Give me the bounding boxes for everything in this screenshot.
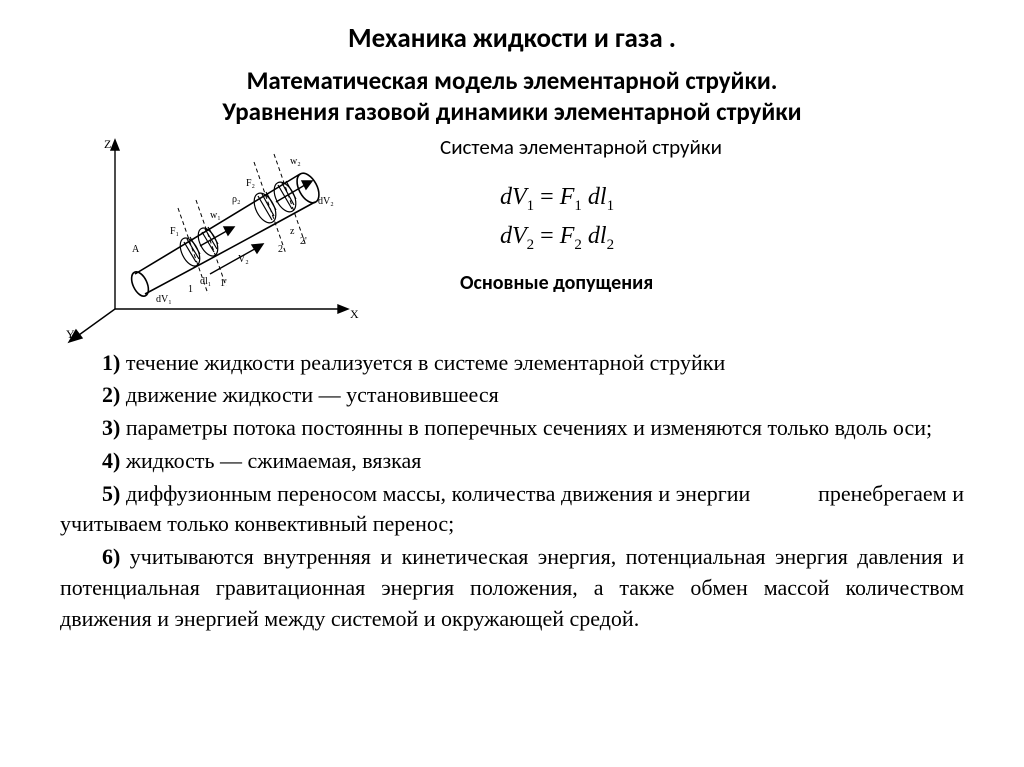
equations-block: dV1=F1 dl1 dV2=F2 dl2 [400, 178, 964, 258]
equation-1: dV1=F1 dl1 [500, 178, 964, 218]
subtitle-line1: Математическая модель элементарной струй… [247, 65, 778, 96]
assumption-3: 3) параметры потока постоянны в поперечн… [60, 413, 964, 444]
diagram-label-2: 2 [278, 244, 283, 255]
axis-x-label: X [350, 307, 359, 321]
diagram-label-V2: V₂ [238, 254, 249, 265]
subtitle-line2: Уравнения газовой динамики элементарной … [222, 96, 801, 127]
assumption-2: 2) движение жидкости — установившееся [60, 380, 964, 411]
diagram-label-dl1: dl₁ [200, 276, 211, 287]
diagram-label-F1: F₁ [170, 226, 179, 237]
diagram-label-1p: 1' [220, 278, 227, 289]
assumption-4: 4) жидкость — сжимаемая, вязкая [60, 446, 964, 477]
diagram-label-2p: 2' [300, 236, 307, 247]
diagram-label-F2: F₂ [246, 178, 255, 189]
assumption-1: 1) течение жидкости реализуется в систем… [60, 348, 964, 379]
assumption-6: 6) учитываются внутренняя и кинетическая… [60, 542, 964, 634]
diagram-label-dV1: dV₁ [156, 294, 172, 305]
assumptions-heading: Основные допущения [400, 271, 964, 295]
assumptions-list: 1) течение жидкости реализуется в систем… [60, 348, 964, 635]
diagram-label-z: z [290, 226, 295, 237]
diagram-label-A: A [132, 244, 140, 255]
streamtube-diagram: Z X Y [60, 134, 370, 344]
main-title: Механика жидкости и газа . [60, 22, 964, 55]
diagram-label-w2: w₂ [290, 156, 301, 167]
assumption-5: 5) диффузионным переносом массы, количес… [60, 479, 964, 541]
diagram-label-rho2: ρ₂ [232, 194, 240, 205]
axis-z-label: Z [104, 137, 111, 151]
diagram-label-dV2: dV₂ [318, 196, 334, 207]
system-label: Система элементарной струйки [400, 134, 964, 160]
diagram-label-1: 1 [188, 284, 193, 295]
equation-2: dV2=F2 dl2 [500, 217, 964, 257]
subtitle: Математическая модель элементарной струй… [60, 65, 964, 128]
diagram-label-w1: w₁ [210, 210, 221, 221]
axis-y-label: Y [66, 327, 75, 341]
